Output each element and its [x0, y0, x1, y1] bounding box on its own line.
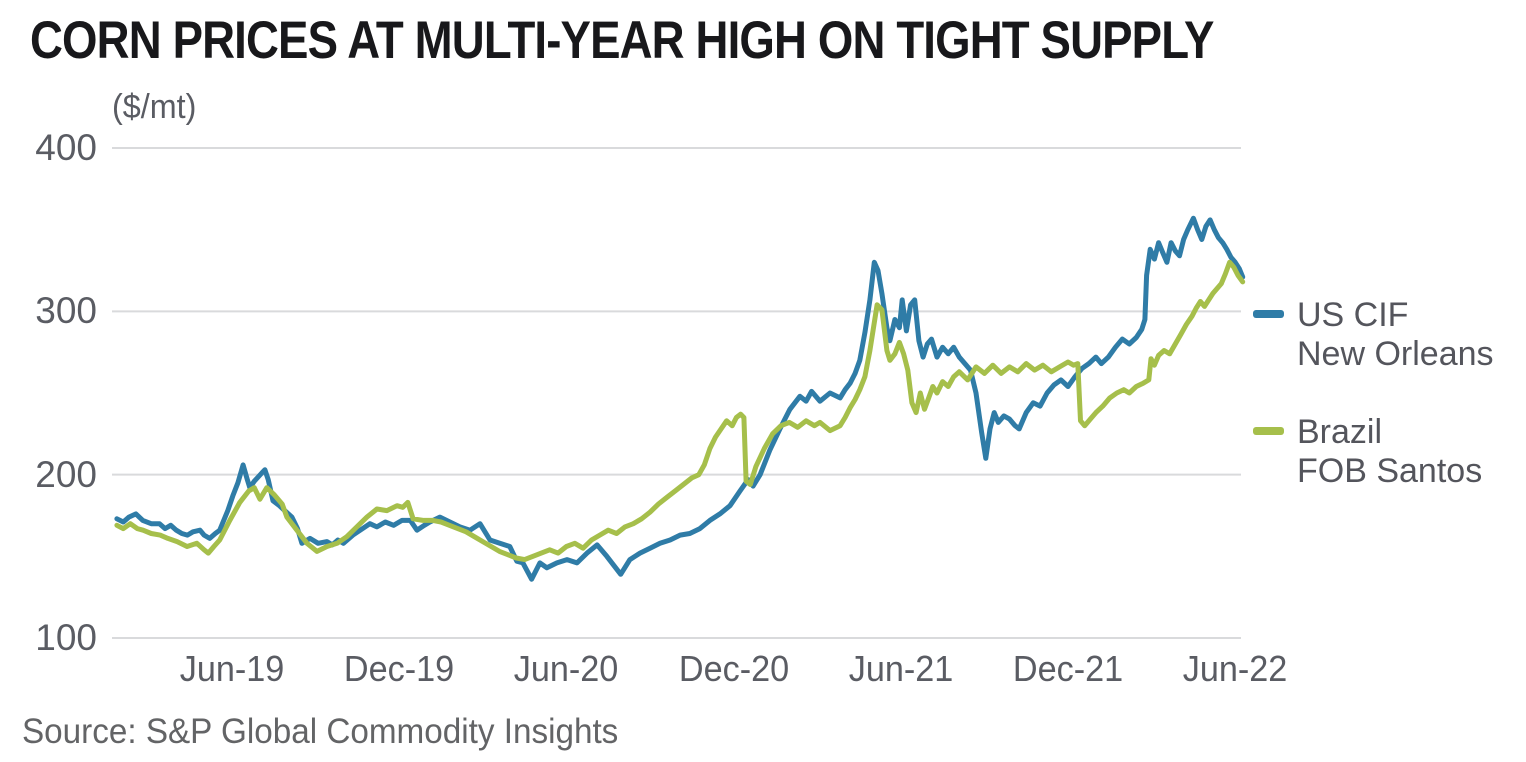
legend-label-line1: US CIF [1297, 296, 1409, 334]
us-cif-line-swatch-icon [1253, 310, 1284, 318]
legend-item-brazil-fob-santos: Brazil FOB Santos [1253, 413, 1482, 491]
x-axis-tick-label: Dec-19 [344, 648, 455, 689]
series-line-brazil-fob-santos [114, 259, 1246, 563]
legend-label-line1: Brazil [1297, 413, 1383, 451]
legend-item-us-cif-new-orleans: US CIF New Orleans [1253, 296, 1494, 374]
x-axis-tick-label: Jun-20 [514, 648, 619, 689]
chart-title: CORN PRICES AT MULTI-YEAR HIGH ON TIGHT … [30, 11, 1214, 70]
y-axis-tick-label: 100 [35, 617, 97, 658]
legend-label-line2: New Orleans [1297, 335, 1494, 373]
source-attribution: Source: S&P Global Commodity Insights [22, 712, 619, 751]
y-axis-tick-label: 400 [35, 127, 97, 168]
y-axis-units-label: ($/mt) [112, 88, 197, 126]
x-axis-tick-label: Dec-21 [1012, 648, 1124, 689]
y-axis-tick-label: 300 [35, 290, 97, 332]
brazil-fob-line-swatch-icon [1253, 427, 1284, 435]
x-axis-tick-label: Dec-20 [678, 648, 789, 689]
x-axis-tick-label: Jun-19 [179, 648, 285, 689]
x-axis-tick-label: Jun-21 [848, 648, 954, 689]
series-line-us-cif-new-orleans [114, 215, 1246, 582]
legend-label-line2: FOB Santos [1297, 452, 1483, 490]
y-axis-tick-label: 200 [35, 453, 97, 495]
x-axis-tick-label: Jun-22 [1182, 648, 1288, 689]
